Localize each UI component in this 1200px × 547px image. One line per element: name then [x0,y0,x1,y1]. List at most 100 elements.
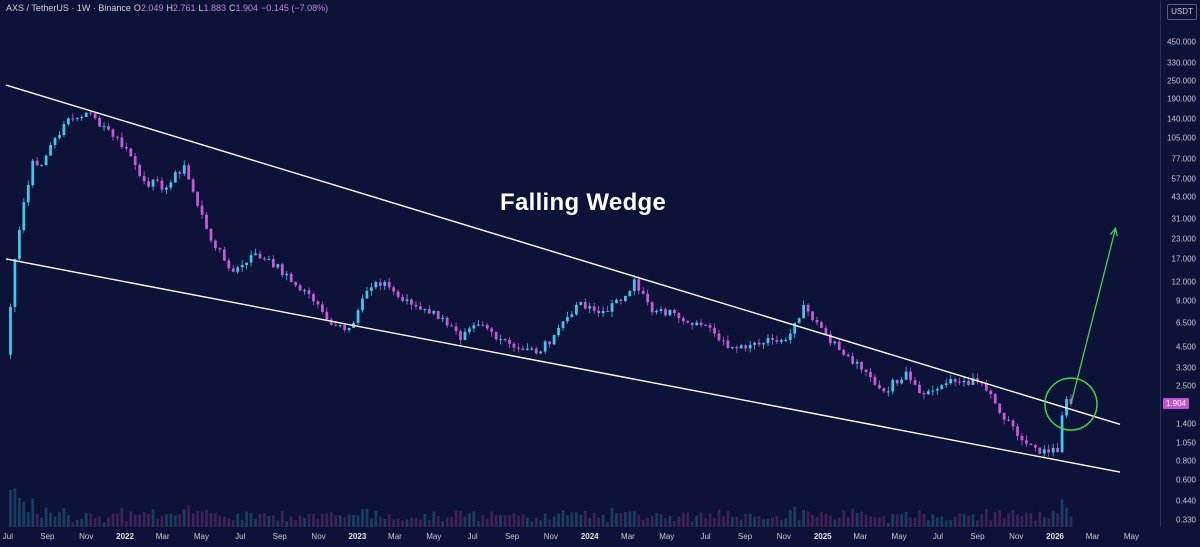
candle-body [615,299,618,304]
candle-body [365,290,369,299]
volume-bar [971,514,975,527]
candle-body [619,299,623,302]
candle-body [165,187,168,190]
candle-body [392,287,396,292]
symbol-title[interactable]: AXS / TetherUS · 1W · Binance [6,3,131,13]
volume-bar [120,507,124,527]
time-tick-label: 2022 [116,532,134,541]
chart-plot-area[interactable]: AXS / TetherUS · 1W · Binance O 2.049 H … [0,0,1161,527]
volume-bar [993,512,997,527]
candle-body [254,253,257,256]
volume-bar [414,518,418,527]
volume-bar [824,513,828,527]
volume-bar [307,513,311,527]
candle-body [984,383,988,391]
volume-bar [557,513,560,527]
candle-body [869,371,872,378]
volume-bar [695,515,699,527]
candle-body [784,339,788,341]
volume-bar [116,513,119,527]
candle-body [641,290,645,294]
volume-bar [690,520,694,527]
falling-wedge-annotation[interactable]: Falling Wedge [500,189,667,216]
price-tick-label: 9.000 [1175,296,1196,306]
candle-body [58,135,61,139]
price-tick-label: 12.000 [1171,277,1196,287]
close-value: 1.904 [235,3,259,13]
volume-bar [325,513,329,527]
candle-body [655,310,658,313]
candle-body [909,371,912,381]
time-tick-label: 2023 [348,532,367,541]
volume-bar [370,518,373,527]
candle-body [851,356,855,364]
chart-canvas[interactable] [0,0,1160,527]
candle-body [71,118,75,120]
volume-bar [387,513,391,527]
volume-bar [410,517,413,527]
candle-body [962,380,966,383]
volume-bar [784,518,788,527]
volume-bar [423,513,427,527]
time-tick-label: May [659,532,675,541]
price-axis[interactable]: 450.000 330.000 250.000 190.000 140.000 105.0… [1161,0,1200,527]
volume-bar [459,510,462,527]
volume-bar [525,517,529,527]
candle-body [236,267,240,272]
volume-bar [762,519,765,527]
candle-body [530,348,534,350]
volume-bar [949,520,953,527]
candle-body [557,327,560,336]
volume-bar [271,515,275,527]
volume-bar [111,513,115,527]
volume-bar [84,512,88,527]
volume-bar [646,517,650,527]
candle-body [80,116,84,119]
wedge-lower-trendline [5,258,1121,473]
candle-body [459,331,462,340]
volume-bar [935,517,939,527]
volume-bar [249,512,253,527]
volume-bar [900,514,904,527]
candle-body [156,179,159,181]
candle-body [543,341,547,352]
candle-body [739,345,743,349]
last-price-badge: 1.904 [1163,397,1190,409]
candle-body [842,349,846,355]
candle-body [476,324,480,326]
candle-body [44,155,48,166]
candle-body [989,390,993,395]
currency-button[interactable]: USDT [1167,4,1197,20]
candle-body [628,290,632,297]
volume-bar [664,518,667,527]
volume-bar [650,515,654,527]
volume-bar [913,517,917,527]
volume-bar [668,515,672,527]
candle-body [1056,447,1059,453]
candle-body [98,117,101,127]
volume-bar [503,515,507,527]
candle-body [1025,440,1028,444]
volume-bar [227,518,231,527]
volume-bar [222,516,226,527]
volume-bar [401,520,404,527]
time-axis[interactable]: Jul Sep Nov 2022 Mar May Jul Sep Nov 2023 Mar May Ju… [0,528,1160,547]
volume-bar [561,510,565,527]
volume-bar [156,519,159,527]
breakout-arrowhead [1109,226,1118,237]
volume-bar [619,513,623,527]
candle-body [927,391,930,395]
candle-body [414,304,418,307]
candle-body [891,379,895,392]
candle-body [151,179,155,187]
price-tick-label: 77.000 [1171,154,1196,164]
volume-bar [748,513,752,527]
volume-bar [517,515,520,527]
volume-bar [49,512,52,527]
volume-bar [405,519,409,527]
time-tick-label: Mar [1085,532,1100,541]
volume-bar [869,516,872,527]
volume-bar [806,511,810,527]
volume-bar [744,514,748,527]
volume-bar [44,507,48,527]
